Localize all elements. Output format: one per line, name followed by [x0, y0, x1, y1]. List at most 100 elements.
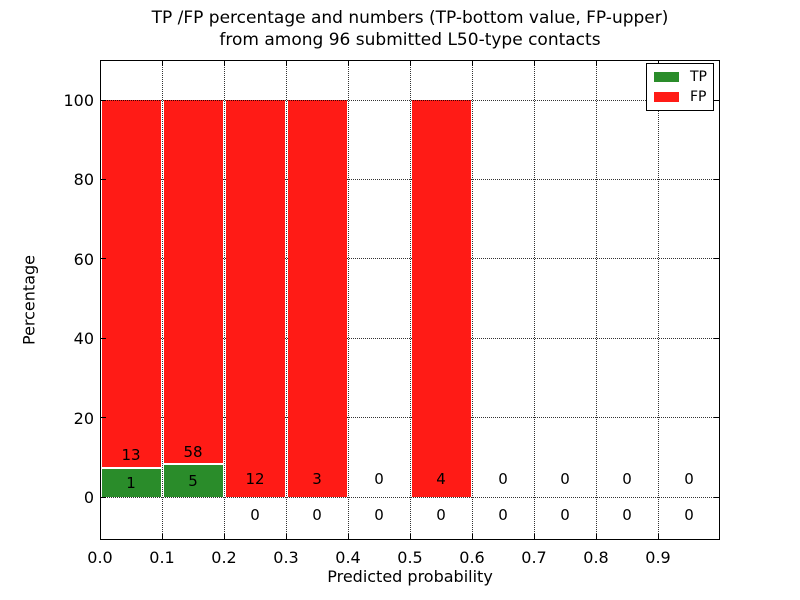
gridline-horizontal — [100, 258, 720, 260]
gridline-horizontal — [100, 99, 720, 101]
y-axis-tick — [100, 258, 106, 260]
y-axis-tick — [714, 337, 720, 339]
bar-count-label-tp: 0 — [684, 506, 694, 525]
x-tick-label: 0.6 — [459, 548, 485, 567]
bar-count-label-tp: 0 — [622, 506, 632, 525]
x-axis-tick — [161, 534, 163, 540]
x-axis-tick — [223, 534, 225, 540]
x-axis-tick — [100, 60, 101, 66]
gridline-vertical — [161, 60, 163, 540]
x-axis-tick — [285, 60, 287, 66]
chart-title-line1: TP /FP percentage and numbers (TP-bottom… — [151, 8, 669, 28]
chart-title: TP /FP percentage and numbers (TP-bottom… — [100, 7, 720, 51]
x-tick-label: 0.2 — [211, 548, 237, 567]
bar-count-label-fp: 12 — [245, 469, 265, 488]
gridline-vertical — [533, 60, 535, 540]
x-tick-label: 0.7 — [521, 548, 547, 567]
x-tick-label: 0.9 — [645, 548, 671, 567]
x-axis-tick — [347, 534, 349, 540]
legend-item-fp: FP — [654, 90, 713, 104]
bar-count-label-tp: 1 — [126, 473, 136, 492]
x-axis-tick — [471, 60, 473, 66]
x-axis-tick — [595, 60, 597, 66]
gridline-horizontal — [100, 496, 720, 498]
x-axis-tick — [657, 534, 659, 540]
bar-count-label-fp: 3 — [312, 469, 322, 488]
x-axis-tick — [719, 60, 720, 66]
x-axis-tick — [285, 534, 287, 540]
y-axis-tick — [714, 99, 720, 101]
bar-count-label-fp: 0 — [684, 469, 694, 488]
gridline-vertical — [409, 60, 411, 540]
bar-count-label-fp: 4 — [436, 469, 446, 488]
x-tick-label: 0.1 — [149, 548, 175, 567]
x-axis-tick — [533, 60, 535, 66]
y-tick-label: 80 — [73, 170, 94, 190]
x-tick-label: 0.0 — [87, 548, 113, 567]
y-tick-label: 20 — [73, 408, 94, 428]
fp-color-swatch-icon — [654, 92, 679, 102]
bar-count-label-tp: 0 — [560, 506, 570, 525]
y-axis-tick — [714, 417, 720, 419]
x-axis-tick — [100, 534, 101, 540]
legend-label-tp: TP — [690, 69, 707, 85]
x-axis-tick — [471, 534, 473, 540]
y-axis-tick — [100, 496, 106, 498]
bar-count-label-tp: 0 — [312, 506, 322, 525]
bar-count-label-fp: 13 — [121, 446, 141, 465]
bar-count-label-tp: 0 — [250, 506, 260, 525]
bar-count-label-fp: 0 — [560, 469, 570, 488]
x-axis-tick — [347, 60, 349, 66]
gridline-vertical — [657, 60, 659, 540]
legend-label-fp: FP — [690, 89, 707, 105]
y-axis-tick — [714, 496, 720, 498]
x-axis-tick — [595, 534, 597, 540]
x-tick-label: 0.5 — [397, 548, 423, 567]
bar-count-label-fp: 58 — [183, 442, 203, 461]
y-tick-label: 100 — [63, 91, 94, 110]
x-axis-tick — [223, 60, 225, 66]
plot-area: 1 13 5 58 12 0 3 0 0 0 4 0 0 0 0 0 0 0 0 0 — [100, 60, 720, 540]
tp-color-swatch-icon — [654, 72, 679, 82]
chart-title-line2: from among 96 submitted L50-type contact… — [219, 30, 601, 50]
y-tick-label: 40 — [73, 329, 94, 349]
bar-count-label-fp: 0 — [498, 469, 508, 488]
gridline-vertical — [595, 60, 597, 540]
gridline-vertical — [347, 60, 349, 540]
x-tick-label: 0.8 — [583, 548, 609, 567]
bar-segment-tp — [163, 465, 223, 497]
gridline-vertical — [285, 60, 287, 540]
bar-segment-fp — [287, 100, 347, 497]
bar-count-label-tp: 0 — [436, 506, 446, 525]
x-axis-tick — [533, 534, 535, 540]
x-axis-tick — [719, 534, 720, 540]
bar-segment-fp — [225, 100, 285, 497]
x-axis-tick — [409, 60, 411, 66]
y-tick-label: 0 — [83, 488, 94, 507]
y-axis-tick — [100, 417, 106, 419]
gridline-vertical — [471, 60, 473, 540]
bar-count-label-fp: 0 — [374, 469, 384, 488]
y-axis-tick — [100, 178, 106, 180]
legend-item-tp: TP — [654, 70, 713, 84]
gridline-vertical — [223, 60, 225, 540]
bar-count-label-tp: 0 — [498, 506, 508, 525]
x-axis-label: Predicted probability — [327, 567, 493, 586]
legend: TP FP — [646, 63, 714, 111]
y-tick-label: 60 — [73, 249, 94, 269]
gridline-horizontal — [100, 178, 720, 180]
x-axis-tick — [409, 534, 411, 540]
bar-segment-fp — [411, 100, 471, 497]
bar-count-label-tp: 5 — [188, 472, 198, 491]
gridline-horizontal — [100, 417, 720, 419]
bar-count-label-tp: 0 — [374, 506, 384, 525]
y-axis-tick — [714, 178, 720, 180]
bar-segment-fp — [163, 100, 223, 464]
y-axis-tick — [100, 99, 106, 101]
x-tick-label: 0.4 — [335, 548, 361, 567]
y-axis-tick — [714, 258, 720, 260]
gridline-horizontal — [100, 337, 720, 339]
bar-segment-fp — [101, 100, 161, 467]
x-axis-tick — [161, 60, 163, 66]
